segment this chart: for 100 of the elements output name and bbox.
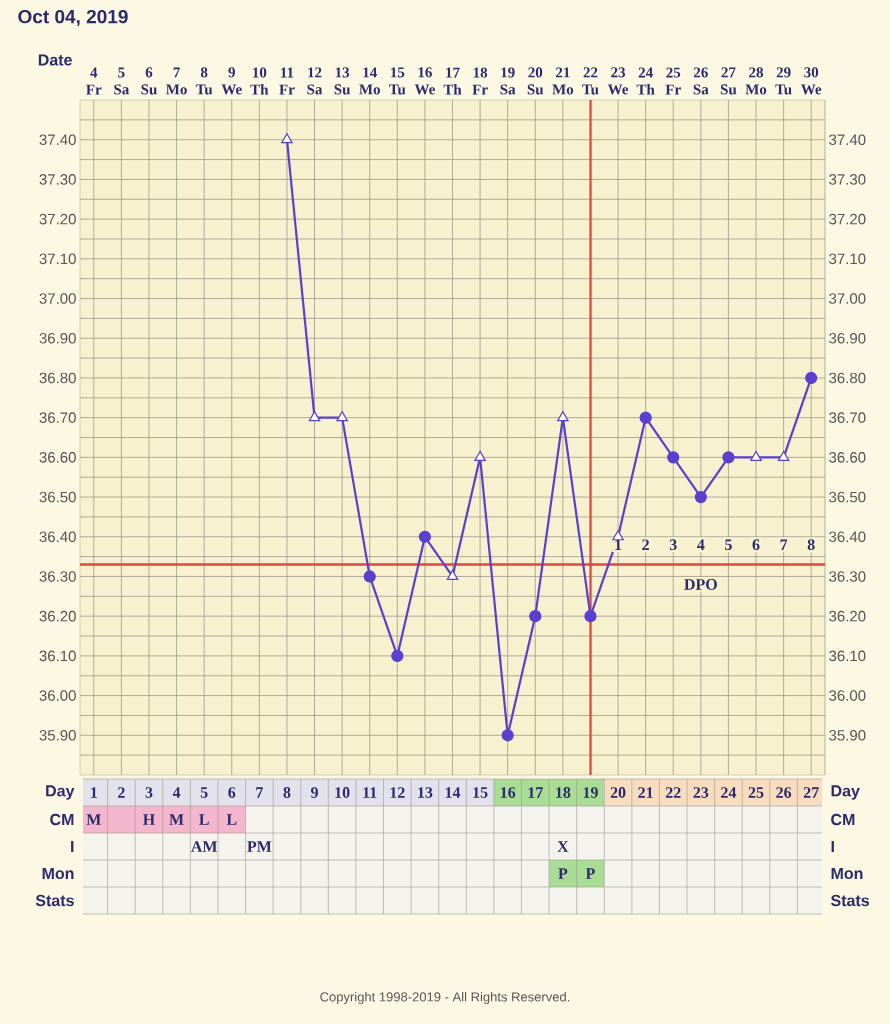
- y-tick-label: 35.90: [39, 729, 76, 741]
- text: I: [831, 841, 834, 853]
- point: [722, 451, 735, 464]
- x-tick-label: 19 Sa: [500, 67, 516, 95]
- text: 24: [721, 787, 737, 798]
- point: [639, 411, 652, 424]
- text: Day: [831, 785, 860, 800]
- point: [336, 411, 348, 422]
- text: H: [143, 814, 155, 825]
- point: [667, 451, 680, 464]
- annotation: 5: [725, 539, 732, 551]
- text: 13: [418, 787, 433, 798]
- text: 6: [228, 787, 236, 798]
- x-tick-label: 28 Mo: [745, 67, 767, 95]
- text: Day: [46, 785, 75, 800]
- text: 23: [693, 787, 709, 798]
- y2-tick-label: 37.40: [829, 134, 866, 146]
- annotation: 4: [697, 539, 705, 550]
- x-tick-label: 20 Su: [527, 67, 544, 95]
- y-tick-label: 37.00: [39, 293, 76, 304]
- x-axis-title: Date: [38, 54, 72, 66]
- y-tick-label: 37.30: [39, 174, 76, 185]
- y2-tick-label: 37.30: [829, 174, 866, 185]
- point: [805, 371, 818, 385]
- annotation: 7: [780, 539, 788, 550]
- text: PM: [247, 841, 272, 852]
- x-tick-label: 11 Fr: [279, 67, 295, 95]
- annotation: 6: [752, 539, 760, 551]
- y-tick-label: 37.40: [39, 134, 76, 146]
- x-tick-label: 22 Tu: [582, 67, 599, 95]
- x-tick-label: 29 Tu: [775, 67, 792, 95]
- x-tick-label: 17 Th: [443, 67, 462, 95]
- text: 14: [445, 787, 461, 798]
- x-tick-label: 4 Fr: [86, 67, 102, 95]
- text: 2: [118, 787, 125, 798]
- y-tick-label: 36.30: [39, 571, 76, 582]
- text: 25: [748, 787, 764, 798]
- text: 4: [172, 787, 181, 798]
- text: Stats: [830, 894, 869, 907]
- y-tick-label: 36.40: [39, 531, 76, 543]
- text: AM: [191, 841, 218, 852]
- x-tick-label: 27 Su: [720, 67, 737, 95]
- y-tick-label: 36.20: [39, 610, 76, 622]
- text: L: [226, 814, 237, 825]
- text: 18: [556, 787, 571, 798]
- y2-tick-label: 36.40: [829, 531, 866, 543]
- point: [391, 649, 404, 662]
- x-tick-label: 6 Su: [141, 67, 157, 95]
- text: 20: [610, 787, 626, 798]
- text: 8: [283, 787, 291, 798]
- point: [418, 530, 432, 543]
- y2-tick-label: 35.90: [829, 729, 866, 741]
- x-tick-label: 23 We: [607, 67, 629, 95]
- point: [501, 729, 514, 742]
- y-tick-label: 36.80: [39, 372, 76, 384]
- y2-tick-label: 36.50: [829, 491, 866, 503]
- y2-tick-label: 36.60: [829, 452, 866, 463]
- x-tick-label: 18 Fr: [472, 67, 488, 95]
- text: M: [169, 814, 184, 825]
- text: 12: [390, 787, 405, 798]
- y-tick-label: 36.60: [39, 452, 76, 463]
- point: [777, 450, 790, 461]
- point: [529, 610, 542, 623]
- text: P: [585, 868, 595, 879]
- y-tick-label: 37.10: [39, 253, 76, 265]
- text: 3: [145, 787, 153, 798]
- x-tick-label: 10 Th: [250, 67, 269, 95]
- x-tick-label: 8 Tu: [195, 67, 213, 95]
- text: 17: [528, 787, 543, 798]
- text: Mon: [831, 867, 863, 880]
- chart-title: Oct 04, 2019: [18, 9, 128, 27]
- text: Stats: [35, 894, 74, 907]
- text: 7: [256, 787, 263, 798]
- x-tick-label: 24 Th: [636, 67, 655, 95]
- text: P: [558, 868, 568, 879]
- text: 26: [776, 787, 792, 798]
- point: [281, 133, 293, 144]
- x-tick-label: 9 We: [221, 67, 242, 95]
- text: CM: [50, 813, 74, 826]
- text: I: [71, 841, 74, 853]
- text: L: [199, 814, 209, 825]
- text: 22: [665, 787, 681, 798]
- text: X: [557, 841, 569, 852]
- y2-tick-label: 36.30: [829, 571, 866, 582]
- text: 19: [583, 787, 598, 798]
- annotation: DPO: [684, 579, 717, 590]
- y2-tick-label: 37.20: [829, 213, 866, 225]
- point: [474, 450, 486, 461]
- annotation: 1: [615, 539, 622, 550]
- x-tick-label: 26 Sa: [693, 67, 709, 95]
- text: 15: [473, 787, 488, 798]
- text: Mon: [42, 867, 74, 880]
- text: 5: [200, 787, 208, 798]
- text: 1: [91, 787, 97, 798]
- y2-tick-label: 37.00: [829, 293, 866, 304]
- point: [750, 450, 762, 461]
- x-tick-label: 16 We: [414, 67, 435, 95]
- text: 9: [310, 787, 318, 798]
- x-tick-label: 5 Sa: [114, 67, 130, 95]
- text: 11: [363, 787, 377, 798]
